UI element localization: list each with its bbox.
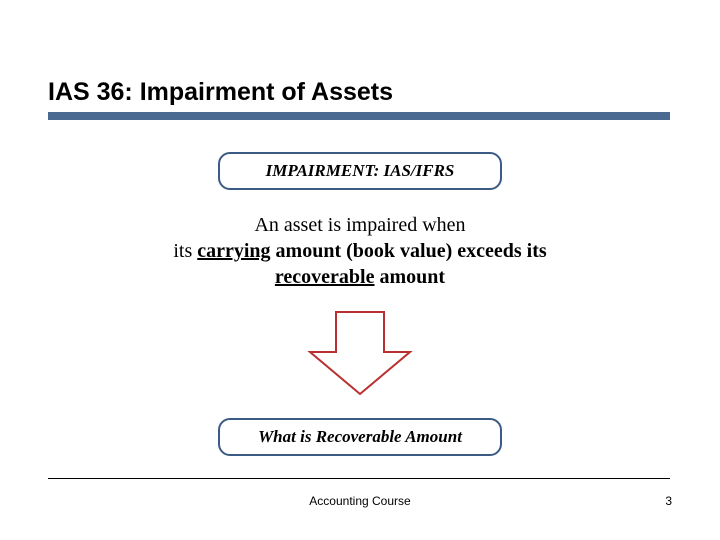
body-line2-underline: carrying — [197, 240, 270, 262]
body-line2-pre: its — [173, 240, 197, 262]
body-paragraph: An asset is impaired when its carrying a… — [156, 212, 564, 290]
top-callout-text: IMPAIRMENT: IAS/IFRS — [266, 161, 455, 181]
top-callout-box: IMPAIRMENT: IAS/IFRS — [218, 152, 502, 190]
bottom-callout-text: What is Recoverable Amount — [258, 427, 462, 447]
footer-divider — [48, 478, 670, 479]
slide-heading: IAS 36: Impairment of Assets — [48, 78, 393, 107]
body-line3-post: amount — [375, 266, 446, 288]
body-line1: An asset is impaired when — [254, 214, 465, 236]
heading-underline — [48, 112, 670, 120]
page-number: 3 — [665, 494, 672, 508]
footer-label: Accounting Course — [0, 494, 720, 508]
body-line3-underline: recoverable — [275, 266, 375, 288]
down-arrow-icon — [306, 308, 414, 398]
bottom-callout-box: What is Recoverable Amount — [218, 418, 502, 456]
body-line2-post: amount (book value) exceeds its — [271, 240, 547, 262]
